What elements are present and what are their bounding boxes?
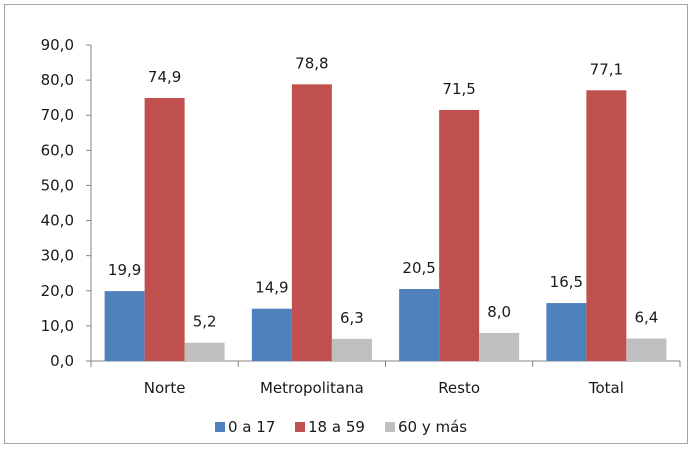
legend-swatch <box>215 422 225 432</box>
bar <box>251 308 292 361</box>
data-label: 14,9 <box>255 279 288 297</box>
bar <box>626 338 667 361</box>
bar <box>291 84 332 361</box>
y-tick-label: 20,0 <box>41 282 74 300</box>
y-tick-label: 40,0 <box>41 212 74 230</box>
data-label: 77,1 <box>590 60 623 78</box>
y-tick-label: 10,0 <box>41 317 74 335</box>
bar <box>399 289 440 361</box>
data-label: 6,4 <box>634 309 658 327</box>
data-label: 16,5 <box>550 273 583 291</box>
legend-label: 0 a 17 <box>228 418 275 436</box>
category-label: Resto <box>438 379 480 397</box>
data-label: 71,5 <box>442 80 475 98</box>
data-label: 5,2 <box>193 313 217 331</box>
y-tick-label: 80,0 <box>41 71 74 89</box>
chart-frame <box>4 4 688 444</box>
bar <box>331 338 372 361</box>
data-label: 78,8 <box>295 54 328 72</box>
bar <box>439 109 480 361</box>
bar <box>144 98 185 362</box>
category-label: Norte <box>144 379 186 397</box>
bar <box>184 342 225 361</box>
bar <box>104 291 145 361</box>
y-tick-label: 0,0 <box>50 352 74 370</box>
data-label: 19,9 <box>108 261 141 279</box>
y-tick-label: 90,0 <box>41 36 74 54</box>
data-label: 6,3 <box>340 309 364 327</box>
bar <box>479 332 520 361</box>
category-label: Total <box>588 379 624 397</box>
legend-label: 60 y más <box>398 418 467 436</box>
data-label: 20,5 <box>402 259 435 277</box>
legend-swatch <box>295 422 305 432</box>
bar <box>546 303 587 361</box>
y-tick-label: 30,0 <box>41 247 74 265</box>
category-label: Metropolitana <box>260 379 364 397</box>
y-tick-label: 60,0 <box>41 141 74 159</box>
data-label: 8,0 <box>487 303 511 321</box>
y-tick-label: 50,0 <box>41 176 74 194</box>
bar <box>586 90 627 361</box>
legend-swatch <box>385 422 395 432</box>
legend-label: 18 a 59 <box>308 418 365 436</box>
y-tick-label: 70,0 <box>41 106 74 124</box>
data-label: 74,9 <box>148 68 181 86</box>
